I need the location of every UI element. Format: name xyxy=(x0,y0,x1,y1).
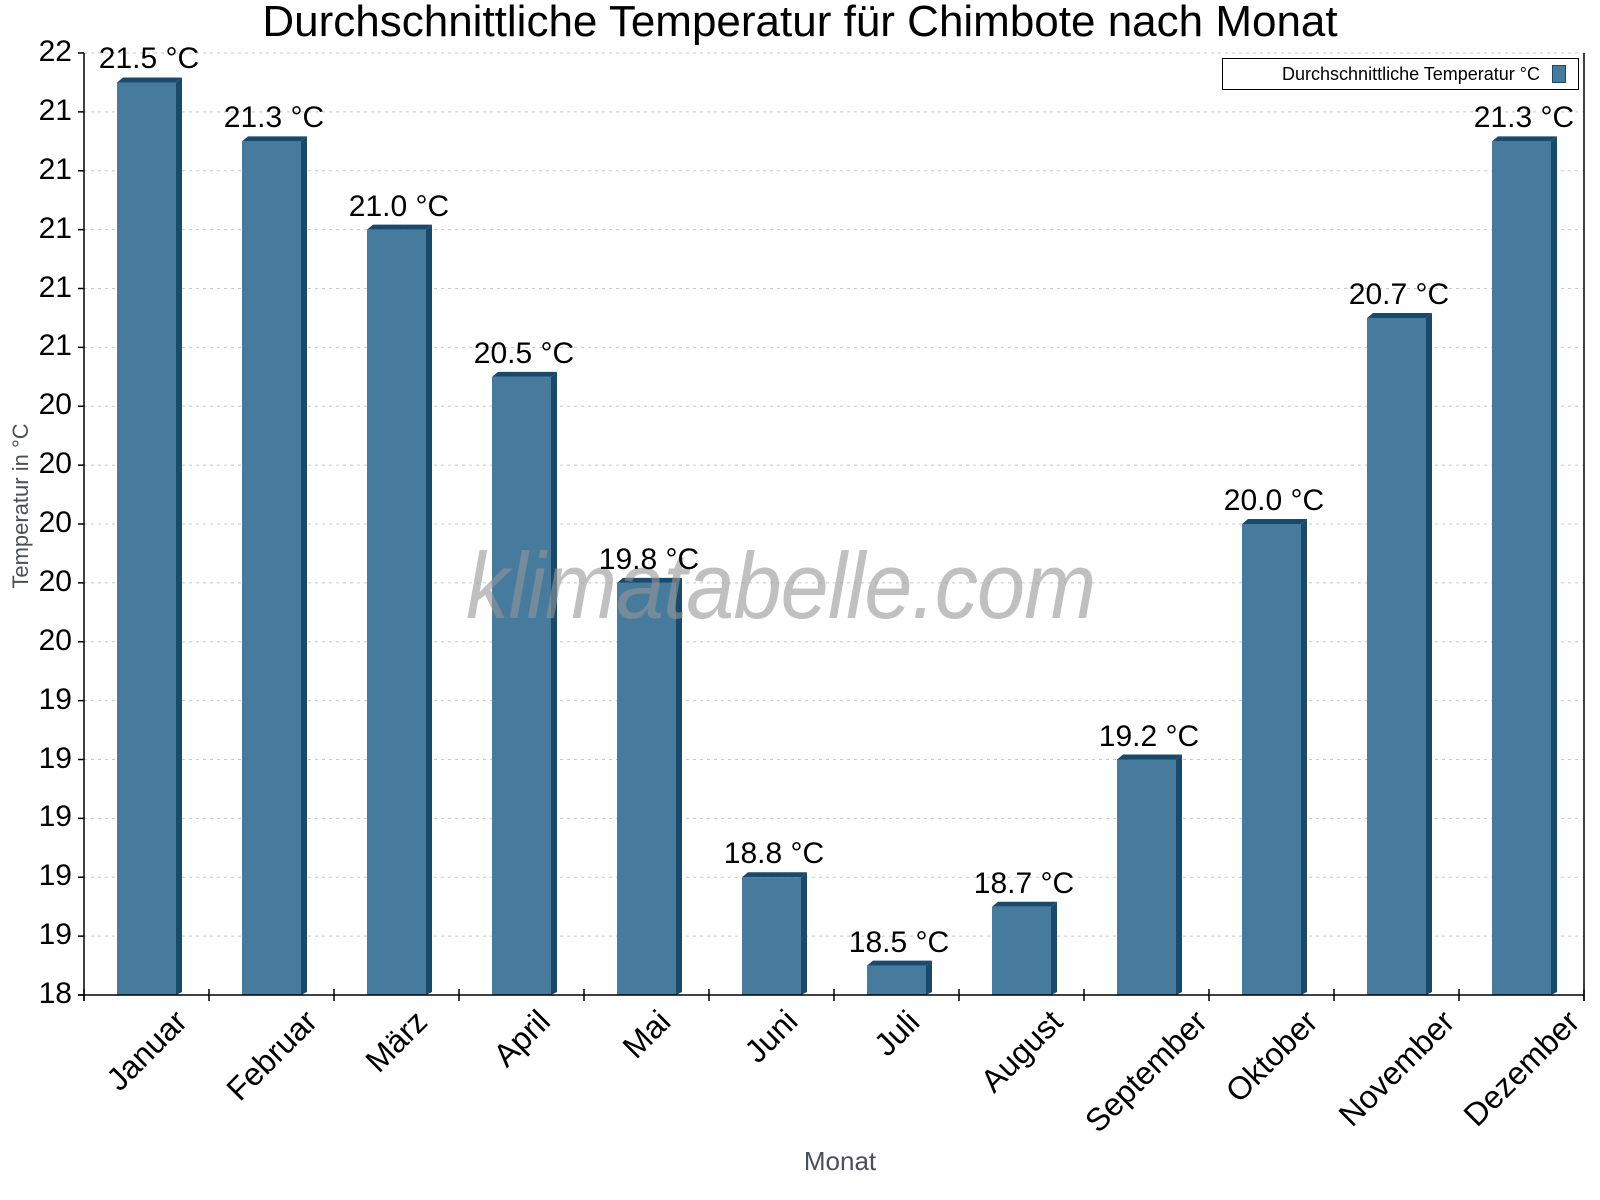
legend-label: Durchschnittliche Temperatur °C xyxy=(1282,63,1540,84)
y-axis-title: Temperatur in °C xyxy=(8,423,33,589)
bar-top xyxy=(1242,519,1307,524)
bar-value-label: 21.0 °C xyxy=(348,189,450,223)
bar xyxy=(117,82,176,995)
y-tick-label: 21 xyxy=(38,329,72,363)
y-tick-label: 19 xyxy=(38,741,72,775)
bar-top xyxy=(1492,136,1557,142)
bar-value-label: 21.3 °C xyxy=(1473,101,1575,135)
bar xyxy=(867,965,926,995)
y-tick-label: 20 xyxy=(38,506,72,539)
bar-side xyxy=(551,371,557,995)
bar-value-label: 18.7 °C xyxy=(973,866,1075,900)
bar xyxy=(992,906,1051,995)
bar-value-label: 19.2 °C xyxy=(1098,719,1200,753)
bar xyxy=(1367,317,1426,995)
bar-side xyxy=(426,224,432,995)
y-tick-label: 19 xyxy=(38,918,72,952)
bar xyxy=(492,376,551,995)
bar xyxy=(242,141,301,995)
bar-top xyxy=(617,577,682,583)
y-tick-label: 18 xyxy=(38,977,72,1010)
bar xyxy=(367,229,426,995)
bar-side xyxy=(926,960,932,995)
bar-top xyxy=(117,77,182,83)
bar xyxy=(742,877,801,995)
bar-value-label: 20.7 °C xyxy=(1348,277,1450,311)
chart-title: Durchschnittliche Temperatur für Chimbot… xyxy=(262,0,1338,46)
bar-value-label: 20.0 °C xyxy=(1223,484,1325,517)
legend-swatch xyxy=(1552,65,1566,83)
bar-side xyxy=(176,77,182,995)
bar-value-label: 21.5 °C xyxy=(98,42,200,76)
bar-side xyxy=(1551,136,1557,995)
bar xyxy=(1242,524,1301,995)
bar-top xyxy=(492,371,557,377)
bar xyxy=(1492,141,1551,995)
bar-top xyxy=(742,872,807,878)
bar-top xyxy=(1117,754,1182,760)
y-tick-label: 20 xyxy=(38,388,72,422)
y-tick-label: 19 xyxy=(38,682,72,716)
x-axis-title: Monat xyxy=(803,1146,877,1176)
y-tick-label: 21 xyxy=(38,211,72,245)
y-tick-label: 21 xyxy=(38,152,72,186)
bar-top xyxy=(867,960,932,966)
bar-value-label: 21.3 °C xyxy=(223,101,325,135)
y-tick-label: 22 xyxy=(38,35,72,68)
bar-side xyxy=(1426,312,1432,995)
bar-side xyxy=(1176,754,1182,995)
y-tick-label: 19 xyxy=(38,800,72,834)
bar-side xyxy=(676,577,682,995)
bar xyxy=(1117,759,1176,995)
bar-top xyxy=(1367,312,1432,318)
bar-value-label: 19.8 °C xyxy=(598,542,700,576)
bar xyxy=(617,582,676,995)
bar-value-label: 18.5 °C xyxy=(848,925,950,959)
y-tick-label: 21 xyxy=(38,270,72,304)
bar-top xyxy=(367,224,432,230)
y-tick-label: 21 xyxy=(38,93,72,127)
bar-side xyxy=(1051,901,1057,995)
bar-value-label: 20.5 °C xyxy=(473,336,575,370)
y-tick-label: 20 xyxy=(38,623,72,657)
bar-top xyxy=(242,136,307,142)
bar-side xyxy=(1301,519,1307,995)
bar-side xyxy=(801,872,807,995)
y-tick-label: 19 xyxy=(38,859,72,893)
legend: Durchschnittliche Temperatur °C xyxy=(1222,58,1579,90)
bar-value-label: 18.8 °C xyxy=(723,837,825,871)
y-tick-label: 20 xyxy=(38,564,72,598)
bar-top xyxy=(992,901,1057,907)
bar-side xyxy=(301,136,307,995)
y-tick-label: 20 xyxy=(38,447,72,481)
